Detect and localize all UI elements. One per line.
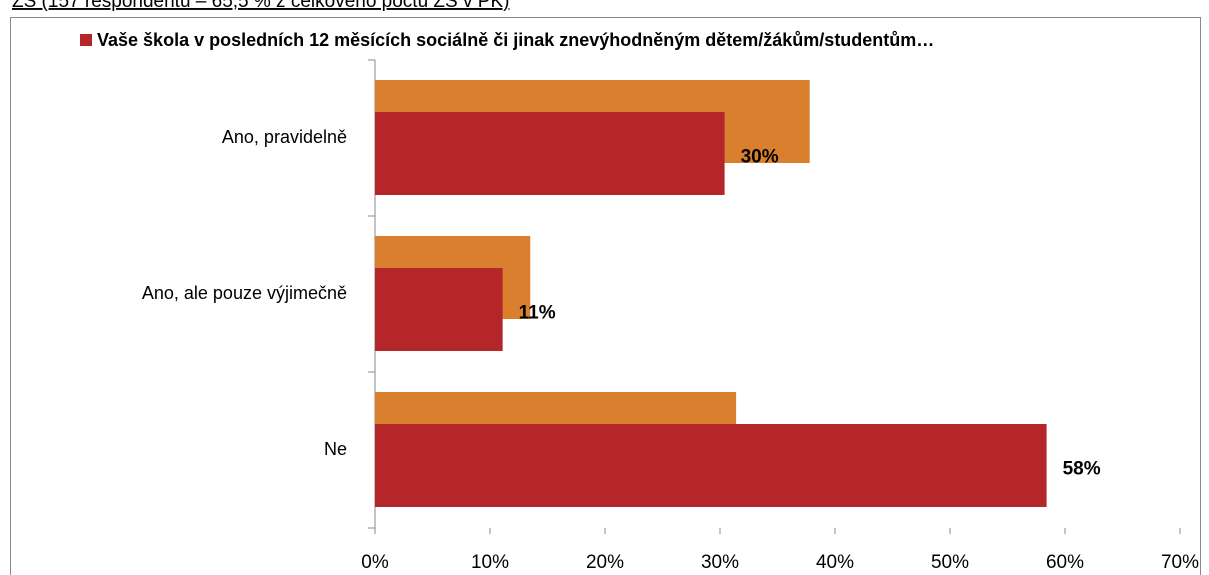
legend-swatch <box>80 34 92 46</box>
x-tick-label: 0% <box>361 552 389 573</box>
bar <box>375 268 503 351</box>
data-label: 30% <box>741 147 779 168</box>
y-tick-label: Ne <box>324 439 347 459</box>
x-tick-label: 30% <box>701 552 739 573</box>
x-tick-label: 70% <box>1161 552 1199 573</box>
chart-frame <box>10 17 1201 575</box>
legend-label: Vaše škola v posledních 12 měsících soci… <box>97 30 934 50</box>
subtitle: ZŠ (157 respondentů – 65,5 % z celkového… <box>12 0 509 12</box>
x-tick-label: 60% <box>1046 552 1084 573</box>
x-tick-label: 50% <box>931 552 969 573</box>
x-tick-label: 20% <box>586 552 624 573</box>
y-tick-label: Ano, ale pouze výjimečně <box>142 283 347 303</box>
y-tick-label: Ano, pravidelně <box>222 127 347 147</box>
data-label: 11% <box>519 303 556 324</box>
x-tick-label: 40% <box>816 552 854 573</box>
bar <box>375 424 1047 507</box>
x-tick-label: 10% <box>471 552 509 573</box>
data-label: 58% <box>1063 459 1101 480</box>
bar <box>375 112 725 195</box>
